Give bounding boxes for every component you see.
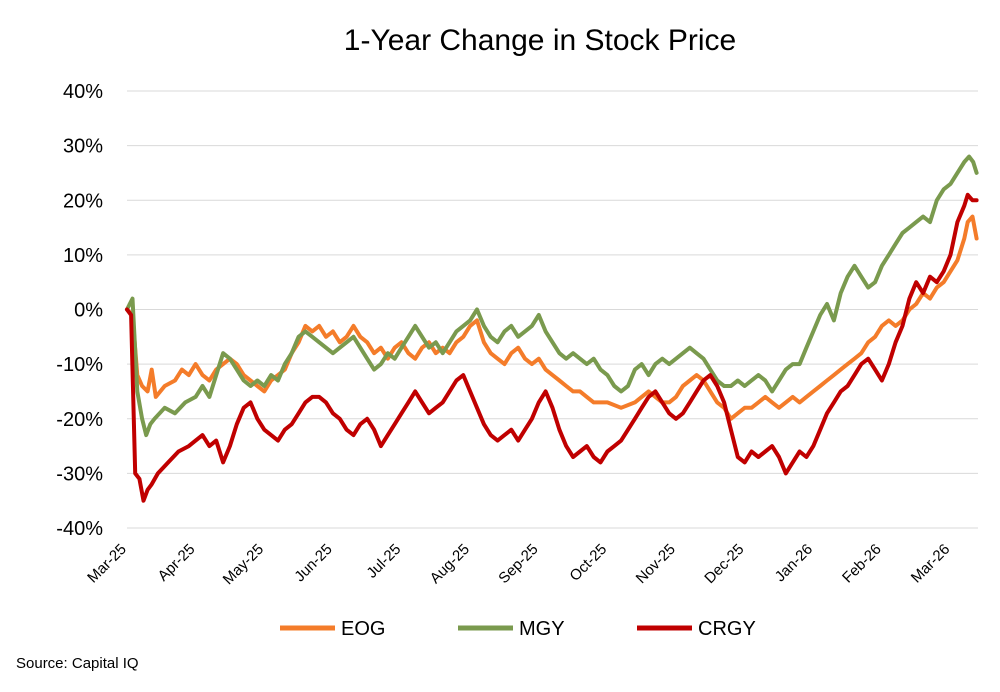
source-note: Source: Capital IQ — [16, 655, 139, 672]
y-tick-label: -10% — [56, 354, 103, 376]
y-tick-label: 40% — [63, 81, 103, 103]
x-tick-label: Mar-25 — [84, 541, 130, 587]
x-tick-label: Apr-25 — [155, 541, 199, 585]
y-tick-label: 0% — [74, 300, 103, 322]
series-line-crgy — [125, 192, 979, 503]
y-tick-label: 30% — [63, 136, 103, 158]
x-tick-label: Dec-25 — [701, 541, 747, 587]
x-tick-label: May-25 — [220, 541, 267, 588]
chart-title: 1-Year Change in Stock Price — [344, 24, 736, 57]
legend-label-mgy: MGY — [519, 618, 565, 640]
y-tick-label: -20% — [56, 409, 103, 431]
series-line-eog — [125, 214, 979, 421]
x-tick-label: Jan-26 — [772, 541, 816, 585]
x-tick-label: Jun-25 — [291, 541, 335, 585]
legend: EOG MGY CRGY — [280, 618, 756, 640]
x-tick-label: Feb-26 — [839, 541, 885, 587]
x-axis: Mar-25 Apr-25 May-25 Jun-25 Jul-25 Aug-25 Sep-… — [84, 541, 953, 588]
x-tick-label: Mar-26 — [908, 541, 954, 587]
x-tick-label: Jul-25 — [363, 541, 404, 582]
y-tick-label: -40% — [56, 518, 103, 540]
series-lines — [125, 154, 979, 503]
x-tick-label: Nov-25 — [633, 541, 679, 587]
y-tick-label: -30% — [56, 463, 103, 485]
series-line-mgy — [125, 154, 979, 438]
gridlines — [127, 90, 978, 529]
y-tick-label: 10% — [63, 245, 103, 267]
x-tick-label: Sep-25 — [495, 541, 541, 587]
x-tick-label: Oct-25 — [566, 541, 610, 585]
legend-label-crgy: CRGY — [698, 618, 756, 640]
legend-label-eog: EOG — [341, 618, 385, 640]
x-tick-label: Aug-25 — [427, 541, 473, 587]
y-axis: 40% 30% 20% 10% 0% -10% -20% -30% -40% — [56, 81, 103, 540]
y-tick-label: 20% — [63, 190, 103, 212]
